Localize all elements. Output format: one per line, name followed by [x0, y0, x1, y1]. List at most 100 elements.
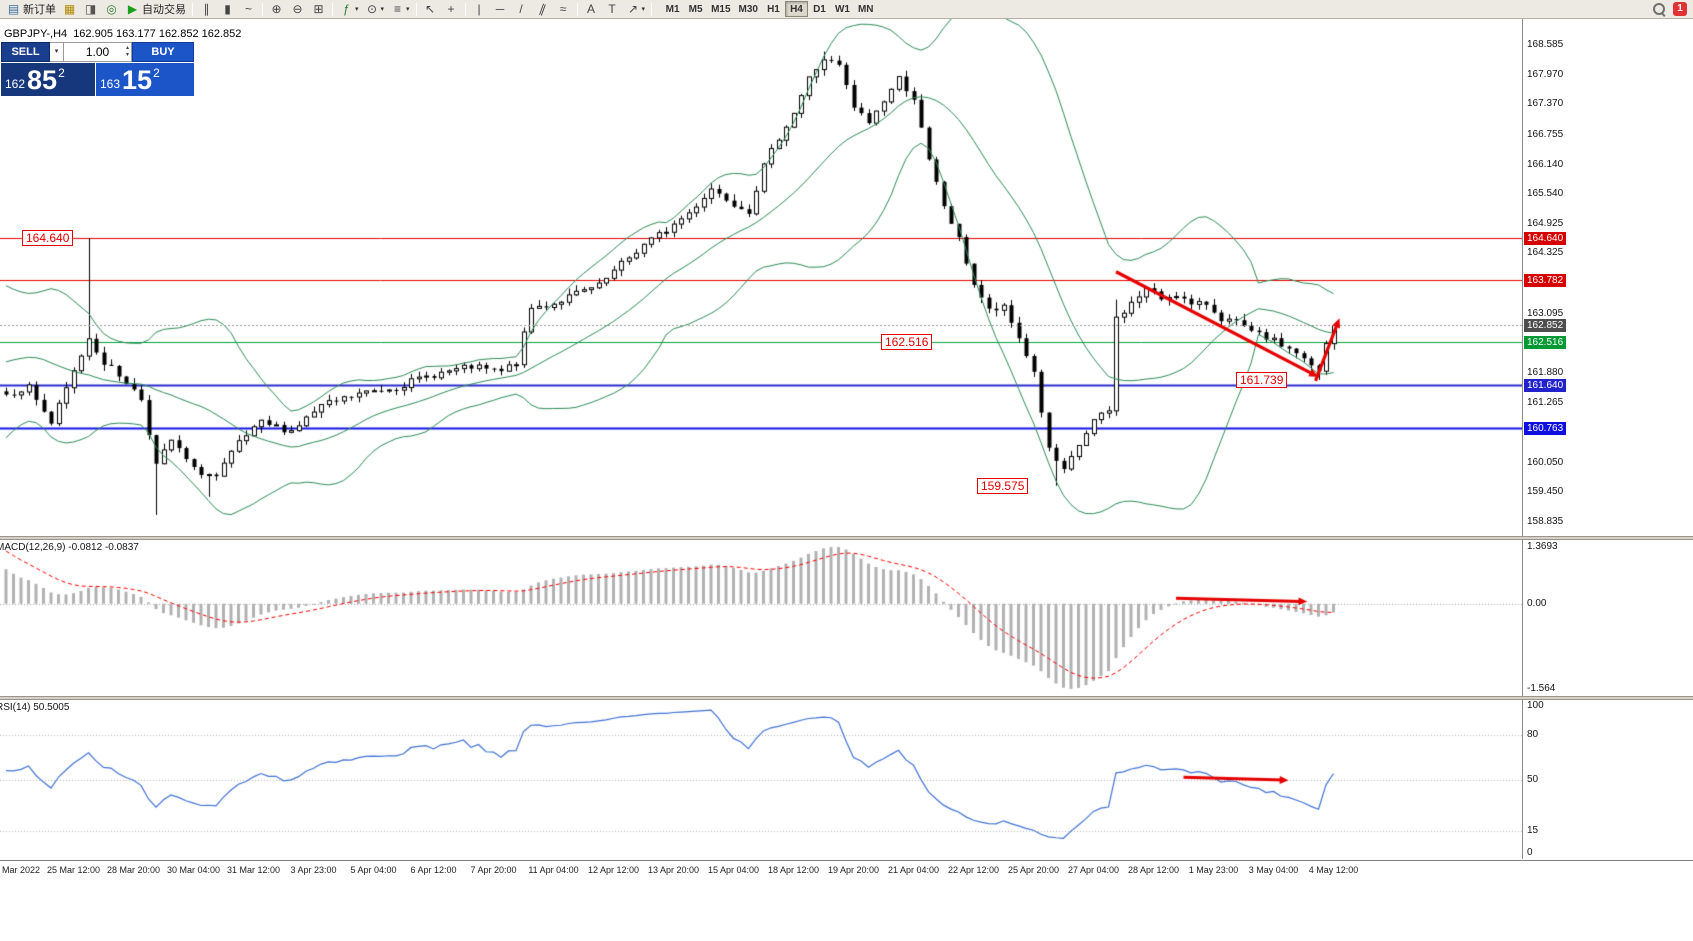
stepper-down-icon[interactable]: ▾: [125, 52, 129, 58]
chart-title: GBPJPY-,H4 162.905 163.177 162.852 162.85…: [4, 28, 241, 40]
rsi-axis: 100 80 50 15 0: [1522, 700, 1693, 859]
new-order-button[interactable]: ▤ 新订单: [3, 1, 59, 18]
line-chart-icon: ~: [244, 1, 252, 16]
trendline-button[interactable]: /: [511, 1, 532, 18]
crosshair-button[interactable]: +: [441, 1, 462, 18]
time-axis-label: 19 Apr 20:00: [827, 865, 880, 875]
timeframe-h4-button[interactable]: H4: [784, 1, 808, 17]
time-axis-label: 28 Apr 12:00: [1127, 865, 1180, 875]
price-tag: 163.782: [1524, 273, 1567, 287]
price-axis[interactable]: 168.585 167.970 167.370 166.755 166.140 165.5…: [1522, 19, 1693, 536]
bars-chart-button[interactable]: ∥: [196, 1, 217, 18]
zoom-out-button[interactable]: ⊖: [287, 1, 308, 18]
autotrade-button[interactable]: ▶ 自动交易: [122, 1, 189, 18]
price-level-label[interactable]: 162.516: [881, 333, 933, 350]
horizontal-line-icon: ─: [495, 1, 505, 16]
toolbar-separator: [651, 2, 653, 16]
zoom-in-icon: ⊕: [271, 1, 282, 16]
time-axis-label: 30 Mar 04:00: [166, 865, 221, 875]
sell-button[interactable]: SELL: [1, 42, 50, 62]
notification-badge[interactable]: 1: [1673, 2, 1687, 16]
rsi-axis-label: 50: [1527, 773, 1539, 785]
label-button[interactable]: T: [602, 1, 623, 18]
periods-button[interactable]: ⊙ ▾: [362, 1, 388, 18]
time-axis-label: 1 May 23:00: [1188, 865, 1239, 875]
cursor-button[interactable]: ↖: [420, 1, 441, 18]
candles-chart-button[interactable]: ▮: [217, 1, 238, 18]
time-axis-label: 7 Apr 20:00: [470, 865, 517, 875]
arrows-icon: ↗: [628, 1, 639, 16]
macd-axis: 1.3693 0.00 -1.564: [1522, 540, 1693, 696]
sell-price[interactable]: 162 85 2: [1, 63, 95, 96]
volume-dropdown[interactable]: ▾: [50, 42, 64, 62]
rsi-axis-label: 80: [1527, 729, 1539, 741]
price-axis-label: 167.370: [1527, 98, 1564, 110]
rsi-canvas[interactable]: [0, 700, 1522, 859]
profiles-button[interactable]: ◨: [80, 1, 101, 18]
buy-price[interactable]: 163 15 2: [96, 63, 194, 96]
price-level-label[interactable]: 164.640: [22, 229, 74, 246]
search-icon[interactable]: [1652, 2, 1667, 17]
price-axis-label: 158.835: [1527, 516, 1564, 527]
vertical-line-button[interactable]: |: [469, 1, 490, 18]
time-axis-label: 13 Apr 20:00: [647, 865, 700, 875]
time-axis-label: 25 Mar 12:00: [46, 865, 101, 875]
price-level-label[interactable]: 159.575: [977, 477, 1029, 494]
buy-button[interactable]: BUY: [132, 42, 194, 62]
rsi-title: RSI(14) 50.5005: [0, 702, 70, 713]
timeframe-h1-button[interactable]: H1: [762, 1, 785, 17]
stepper-up-icon[interactable]: ▴: [125, 45, 129, 51]
zoom-out-icon: ⊖: [292, 1, 303, 16]
price-tag: 160.763: [1524, 421, 1567, 435]
price-chart-canvas[interactable]: [0, 19, 1522, 536]
timeframe-m1-button[interactable]: M1: [661, 1, 684, 17]
macd-canvas[interactable]: [0, 540, 1522, 696]
templates-button[interactable]: ≡ ▾: [387, 1, 413, 18]
timeframe-d1-button[interactable]: D1: [808, 1, 831, 17]
price-level-label[interactable]: 161.739: [1236, 371, 1288, 388]
panel-divider[interactable]: [0, 536, 1693, 540]
time-axis-label: 28 Mar 20:00: [106, 865, 161, 875]
volume-input[interactable]: 1.00 ▴ ▾: [64, 42, 132, 62]
time-axis-label: 21 Apr 04:00: [887, 865, 940, 875]
toolbar-separator: [415, 2, 417, 16]
time-axis-label: 25 Apr 20:00: [1007, 865, 1060, 875]
zoom-in-button[interactable]: ⊕: [266, 1, 287, 18]
price-axis-label: 166.755: [1527, 128, 1564, 140]
timeframe-w1-button[interactable]: W1: [831, 1, 854, 17]
timeframe-m15-button[interactable]: M15: [707, 1, 734, 17]
indicators-button[interactable]: ƒ ▾: [336, 1, 362, 18]
horizontal-line-button[interactable]: ─: [490, 1, 511, 18]
volume-stepper[interactable]: ▴ ▾: [126, 45, 129, 59]
toolbar-separator: [192, 2, 193, 16]
volume-value: 1.00: [85, 45, 110, 59]
chevron-down-icon: ▾: [641, 6, 646, 13]
time-axis[interactable]: Mar 2022 25 Mar 12:00 28 Mar 20:00 30 Mar 0…: [0, 860, 1693, 880]
timeframe-toolbar: M1 M5 M15 M30 H1 H4 D1 W1 MN: [661, 1, 877, 17]
time-axis-label: 18 Apr 12:00: [767, 865, 820, 875]
timeframe-m30-button[interactable]: M30: [735, 1, 762, 17]
charts-grid-button[interactable]: ▦: [59, 1, 80, 18]
timeframe-mn-button[interactable]: MN: [854, 1, 878, 17]
time-axis-label: 27 Apr 04:00: [1067, 865, 1120, 875]
channel-button[interactable]: ∥: [532, 1, 553, 18]
refresh-button[interactable]: ◎: [101, 1, 122, 18]
chevron-down-icon: ▾: [406, 6, 410, 13]
line-chart-button[interactable]: ~: [238, 1, 259, 18]
toolbar-separator: [332, 2, 333, 16]
macd-axis-label: -1.564: [1527, 683, 1556, 694]
panel-divider[interactable]: [0, 696, 1693, 700]
toolbar-buttons: ▤ 新订单 ▦ ◨ ◎ ▶ 自动交易 ∥ ▮ ~ ⊕ ⊖ ⊞ ƒ ▾ ⊙ ▾ ≡ ▾ ↖ + | ─ / ∥ ≈ A T ↗ ▾: [3, 1, 655, 18]
tile-windows-button[interactable]: ⊞: [308, 1, 329, 18]
text-button[interactable]: A: [581, 1, 602, 18]
buy-price-pipette: 2: [153, 66, 160, 80]
buy-price-prefix: 163: [100, 77, 121, 91]
time-axis-label: 12 Apr 12:00: [587, 865, 640, 875]
fibonacci-button[interactable]: ≈: [553, 1, 574, 18]
arrows-button[interactable]: ↗ ▾: [623, 1, 649, 18]
cursor-icon: ↖: [425, 1, 436, 16]
price-chart-panel: GBPJPY-,H4 162.905 163.177 162.852 162.85…: [0, 19, 1693, 536]
text-icon: A: [587, 1, 596, 16]
timeframe-m5-button[interactable]: M5: [684, 1, 707, 17]
sell-price-prefix: 162: [5, 77, 26, 91]
